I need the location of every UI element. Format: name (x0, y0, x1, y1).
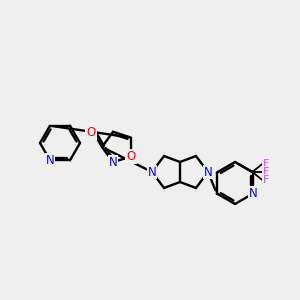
Text: N: N (249, 187, 258, 200)
Text: N: N (46, 154, 54, 167)
Text: F: F (263, 167, 269, 177)
Text: O: O (126, 150, 136, 163)
Text: F: F (263, 159, 269, 169)
Text: N: N (109, 156, 117, 169)
Text: O: O (86, 126, 96, 139)
Text: N: N (148, 166, 156, 178)
Text: N: N (204, 166, 212, 178)
Text: F: F (263, 175, 269, 185)
